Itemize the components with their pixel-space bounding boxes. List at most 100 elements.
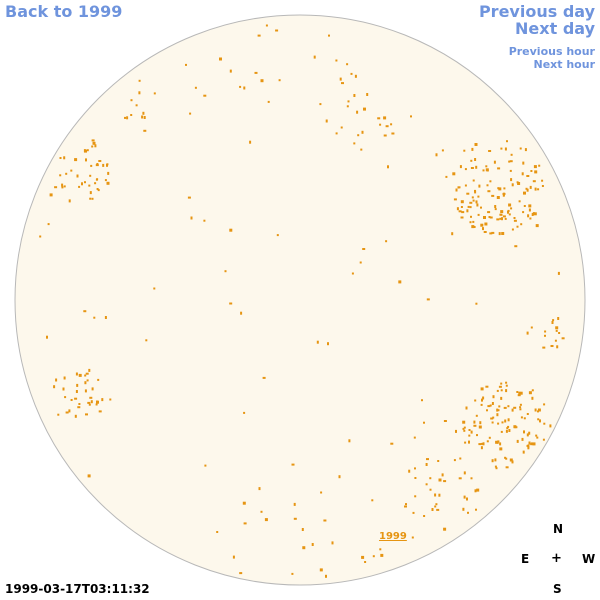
meteor-marker: [475, 414, 478, 417]
meteor-marker: [497, 167, 501, 170]
meteor-marker: [291, 572, 294, 575]
meteor-marker: [483, 231, 487, 233]
meteor-marker: [561, 337, 565, 340]
meteor-marker: [505, 389, 508, 393]
meteor-marker: [435, 153, 438, 157]
next-day-link[interactable]: Next day: [515, 19, 595, 38]
meteor-marker: [452, 172, 456, 176]
meteor-marker: [544, 334, 546, 337]
meteor-marker: [499, 447, 503, 451]
meteor-marker: [459, 457, 462, 460]
meteor-marker: [528, 204, 532, 208]
meteor-marker: [499, 442, 502, 446]
meteor-marker: [528, 441, 531, 445]
meteor-marker: [141, 115, 144, 119]
meteor-marker: [478, 425, 482, 429]
meteor-marker: [526, 433, 529, 437]
meteor-marker: [458, 210, 462, 213]
meteor-marker: [229, 302, 233, 305]
meteor-marker: [474, 399, 477, 402]
meteor-marker: [278, 79, 281, 82]
meteor-marker: [522, 211, 525, 214]
meteor-marker: [59, 174, 62, 177]
meteor-marker: [502, 193, 505, 197]
meteor-marker: [494, 205, 497, 208]
meteor-marker: [185, 63, 187, 66]
next-hour-link[interactable]: Next hour: [533, 58, 596, 71]
meteor-marker: [537, 188, 540, 191]
meteor-marker: [510, 207, 513, 210]
meteor-marker: [92, 141, 96, 145]
meteor-marker: [130, 114, 133, 116]
meteor-marker: [501, 232, 505, 235]
meteor-marker: [535, 434, 538, 437]
meteor-marker: [507, 418, 510, 422]
meteor-marker: [500, 210, 504, 214]
meteor-marker: [405, 503, 407, 506]
meteor-marker: [98, 410, 102, 413]
meteor-marker: [421, 399, 423, 402]
previous-day-link[interactable]: Previous day: [478, 2, 595, 21]
meteor-marker: [518, 391, 521, 395]
meteor-marker: [89, 174, 92, 177]
meteor-marker: [203, 219, 206, 222]
meteor-marker: [102, 163, 105, 167]
meteor-marker: [518, 200, 521, 203]
meteor-marker: [490, 417, 494, 420]
meteor-marker: [532, 442, 536, 446]
meteor-marker: [476, 434, 478, 437]
meteor-marker: [229, 228, 233, 232]
meteor-marker: [495, 467, 498, 470]
compass-east: E: [521, 552, 530, 566]
previous-hour-link[interactable]: Previous hour: [508, 45, 595, 58]
meteor-marker: [204, 464, 207, 467]
meteor-marker: [521, 437, 524, 441]
meteor-marker: [509, 160, 513, 163]
meteor-marker: [513, 406, 517, 409]
compass-west: W: [582, 552, 596, 566]
meteor-marker: [350, 72, 353, 75]
meteor-marker: [508, 203, 512, 207]
meteor-marker: [498, 405, 501, 408]
meteor-marker: [153, 92, 156, 95]
meteor-marker: [383, 116, 387, 120]
year-link[interactable]: 1999: [379, 531, 407, 542]
meteor-marker: [95, 178, 98, 181]
meteor-marker: [360, 148, 363, 151]
meteor-marker: [478, 443, 482, 446]
meteor-marker: [480, 206, 482, 209]
meteor-marker: [87, 401, 91, 404]
meteor-marker: [516, 391, 519, 393]
meteor-marker: [549, 424, 552, 428]
meteor-marker: [106, 163, 108, 167]
meteor-marker: [497, 409, 500, 412]
meteor-marker: [477, 213, 480, 216]
meteor-marker: [429, 488, 432, 491]
meteor-marker: [414, 477, 417, 479]
meteor-marker: [49, 193, 53, 197]
meteor-marker: [496, 413, 499, 417]
meteor-marker: [293, 517, 297, 520]
meteor-marker: [96, 163, 99, 165]
meteor-marker: [78, 185, 81, 188]
meteor-marker: [90, 164, 93, 167]
meteor-marker: [555, 326, 559, 330]
meteor-marker: [187, 196, 191, 199]
meteor-marker: [379, 548, 382, 551]
meteor-marker: [501, 421, 504, 424]
meteor-marker: [522, 450, 525, 454]
meteor-marker: [539, 419, 541, 423]
meteor-marker: [534, 187, 537, 191]
back-to-year-link[interactable]: Back to 1999: [5, 2, 123, 21]
meteor-marker: [526, 175, 530, 177]
meteor-marker: [78, 403, 81, 405]
meteor-marker: [219, 57, 222, 61]
meteor-marker: [239, 85, 242, 88]
meteor-marker: [532, 212, 535, 216]
meteor-marker: [436, 508, 440, 511]
meteor-marker: [460, 200, 464, 204]
meteor-marker: [542, 346, 546, 349]
meteor-marker: [426, 298, 430, 301]
meteor-marker: [497, 422, 500, 425]
